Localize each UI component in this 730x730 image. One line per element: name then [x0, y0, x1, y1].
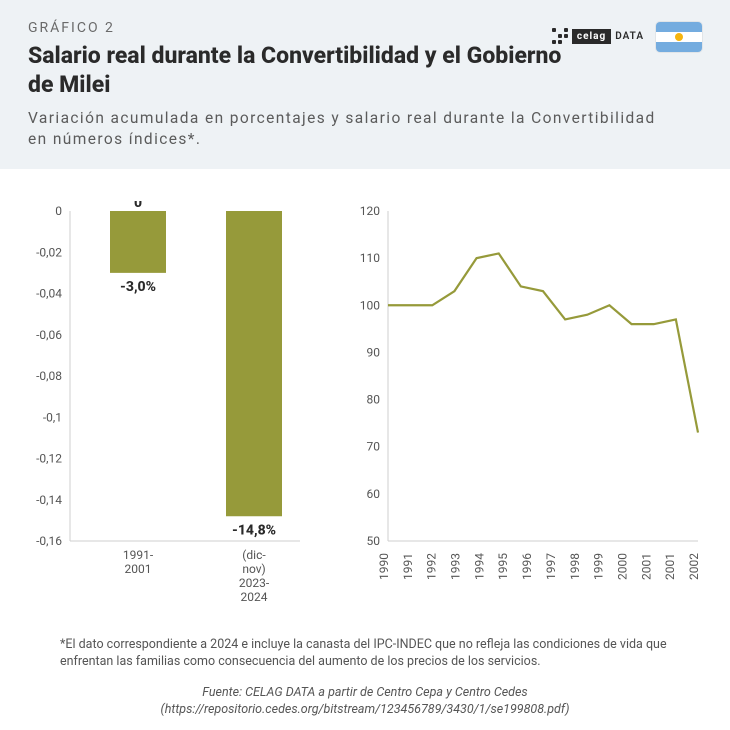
svg-text:2001: 2001 [125, 562, 152, 576]
brand-name: celag [572, 29, 611, 44]
svg-text:-0,14: -0,14 [36, 493, 62, 507]
svg-text:1994: 1994 [472, 553, 486, 580]
svg-text:1991-: 1991- [123, 548, 154, 562]
svg-text:0: 0 [55, 204, 62, 218]
svg-text:-0,02: -0,02 [36, 245, 62, 259]
bar-chart: 0 -0,02 -0,04 -0,06 -0,08 -0,1 -0,12 -0,14 -0,16… [22, 201, 322, 625]
svg-text:100: 100 [360, 298, 380, 312]
svg-text:0: 0 [134, 201, 142, 211]
line-chart-svg: 120 110 100 90 80 70 60 50 1990 1991 1992 1993 1994 1… [348, 201, 718, 621]
argentina-flag-icon [656, 22, 702, 52]
svg-text:1990: 1990 [377, 553, 391, 580]
svg-text:120: 120 [360, 204, 380, 218]
bar [110, 211, 166, 273]
svg-text:nov): nov) [242, 562, 265, 576]
svg-text:-0,1: -0,1 [43, 410, 62, 424]
brand-suffix: DATA [615, 31, 644, 42]
header-panel: GRÁFICO 2 Salario real durante la Conver… [0, 0, 730, 169]
svg-text:-0,12: -0,12 [36, 451, 62, 465]
svg-text:(dic-: (dic- [242, 548, 266, 562]
bar [226, 211, 282, 516]
svg-text:2024: 2024 [241, 590, 268, 604]
svg-text:2001: 2001 [639, 553, 653, 580]
footnote: *El dato correspondiente a 2024 e incluy… [0, 629, 730, 671]
svg-text:1993: 1993 [449, 553, 463, 580]
svg-text:1996: 1996 [520, 553, 534, 580]
svg-text:60: 60 [367, 487, 381, 501]
svg-text:50: 50 [367, 534, 381, 548]
bar-chart-svg: 0 -0,02 -0,04 -0,06 -0,08 -0,1 -0,12 -0,14 -0,16… [22, 201, 322, 621]
svg-text:-0,04: -0,04 [36, 286, 62, 300]
svg-text:80: 80 [367, 392, 381, 406]
svg-text:2002: 2002 [687, 553, 701, 580]
svg-text:1991: 1991 [401, 553, 415, 580]
svg-text:70: 70 [367, 440, 381, 454]
line-chart: 120 110 100 90 80 70 60 50 1990 1991 1992 1993 1994 1… [348, 201, 718, 625]
brand-logo: celag DATA [552, 28, 644, 44]
svg-text:2000: 2000 [615, 553, 629, 580]
svg-text:-0,08: -0,08 [36, 369, 62, 383]
svg-text:-14,8%: -14,8% [232, 522, 276, 538]
svg-text:90: 90 [367, 345, 381, 359]
svg-text:1999: 1999 [592, 553, 606, 580]
charts-row: 0 -0,02 -0,04 -0,06 -0,08 -0,1 -0,12 -0,14 -0,16… [0, 169, 730, 629]
svg-text:1995: 1995 [496, 553, 510, 580]
svg-text:1992: 1992 [425, 553, 439, 580]
brand-dots-icon [552, 28, 568, 44]
svg-text:-0,06: -0,06 [36, 328, 62, 342]
svg-text:-3,0%: -3,0% [120, 279, 156, 295]
svg-text:-0,16: -0,16 [36, 534, 62, 548]
svg-text:1998: 1998 [568, 553, 582, 580]
source-citation: Fuente: CELAG DATA a partir de Centro Ce… [0, 671, 730, 719]
svg-text:1997: 1997 [544, 553, 558, 580]
svg-text:2023-: 2023- [239, 576, 270, 590]
svg-text:110: 110 [360, 251, 380, 265]
page-title: Salario real durante la Convertibilidad … [28, 42, 568, 100]
flag-sun-icon [675, 33, 683, 41]
svg-text:2001: 2001 [663, 553, 677, 580]
line-series [388, 253, 698, 432]
subtitle: Variación acumulada en porcentajes y sal… [28, 108, 668, 151]
